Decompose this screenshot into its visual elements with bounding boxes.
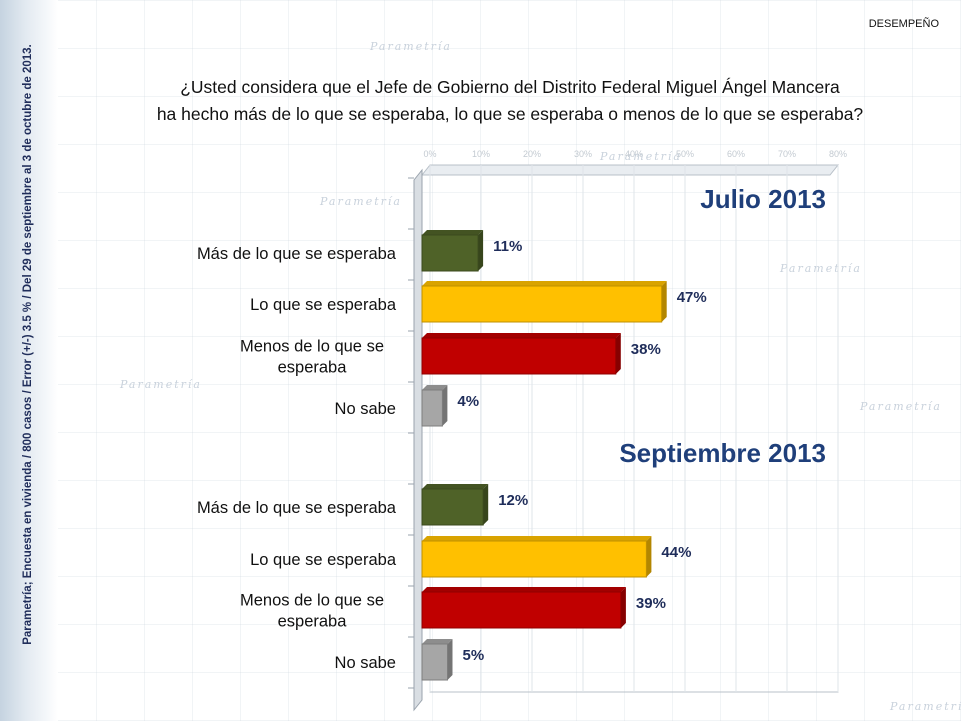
group-title: Septiembre 2013	[619, 438, 826, 468]
question-line-1: ¿Usted considera que el Jefe de Gobierno…	[180, 77, 840, 97]
watermark: Parametría	[860, 400, 942, 413]
data-label: 4%	[457, 393, 479, 410]
bar	[421, 643, 448, 681]
bar	[421, 540, 647, 578]
survey-question: ¿Usted considera que el Jefe de Gobierno…	[110, 74, 910, 128]
x-tick-label: 40%	[625, 149, 643, 159]
bar-side	[661, 281, 667, 322]
x-tick-label: 30%	[574, 149, 592, 159]
plot-side-wall	[413, 168, 423, 712]
group-title: Julio 2013	[700, 184, 826, 214]
bar	[421, 234, 479, 272]
bar-side	[447, 639, 453, 680]
bar-top	[422, 230, 484, 235]
watermark: Parametría	[600, 150, 682, 163]
bar-side	[442, 385, 448, 426]
x-tick-label: 0%	[423, 149, 436, 159]
x-tick-label: 50%	[676, 149, 694, 159]
data-label: 38%	[631, 341, 661, 358]
bar-top	[422, 281, 667, 286]
bar-side	[483, 484, 489, 525]
x-tick-label: 10%	[472, 149, 490, 159]
watermark: Parametría	[890, 700, 961, 713]
x-tick-label: 20%	[523, 149, 541, 159]
category-label: No sabe	[335, 400, 396, 418]
bar-side	[620, 587, 626, 628]
bar-top	[422, 385, 448, 390]
category-label: Más de lo que se esperaba	[197, 499, 397, 517]
watermark: Parametría	[320, 195, 402, 208]
data-label: 11%	[493, 238, 522, 255]
category-label: Lo que se esperaba	[250, 296, 397, 314]
bar	[421, 389, 443, 427]
category-label: Menos de lo que se esperaba	[240, 592, 384, 631]
x-tick-label: 70%	[778, 149, 796, 159]
bar	[421, 488, 484, 526]
bar	[421, 285, 663, 323]
data-label: 12%	[498, 492, 528, 509]
data-label: 44%	[661, 544, 691, 561]
bar	[421, 337, 617, 375]
data-label: 47%	[677, 289, 707, 306]
bar-side	[478, 230, 484, 271]
data-label: 39%	[636, 595, 666, 612]
bar-top	[422, 639, 453, 644]
watermark: Parametría	[370, 40, 452, 53]
bar-top	[422, 333, 621, 338]
section-tag: DESEMPEÑO	[868, 18, 939, 30]
category-label: Lo que se esperaba	[250, 551, 397, 569]
watermark: Parametría	[120, 378, 202, 391]
bar-top	[422, 587, 626, 592]
question-line-2: ha hecho más de lo que se esperaba, lo q…	[156, 104, 864, 124]
left-decorative-strip	[0, 0, 58, 721]
plot-top-edge	[420, 164, 840, 176]
category-label: No sabe	[335, 654, 396, 672]
x-tick-label: 60%	[727, 149, 745, 159]
x-tick-label: 80%	[829, 149, 847, 159]
category-label: Menos de lo que se esperaba	[240, 338, 384, 377]
watermark: Parametría	[780, 262, 862, 275]
bar	[421, 591, 622, 629]
bar-top	[422, 536, 652, 541]
bar-side	[615, 333, 621, 374]
bar-top	[422, 484, 489, 489]
bar-side	[646, 536, 652, 577]
data-label: 5%	[463, 647, 485, 664]
category-label: Más de lo que se esperaba	[197, 245, 397, 263]
